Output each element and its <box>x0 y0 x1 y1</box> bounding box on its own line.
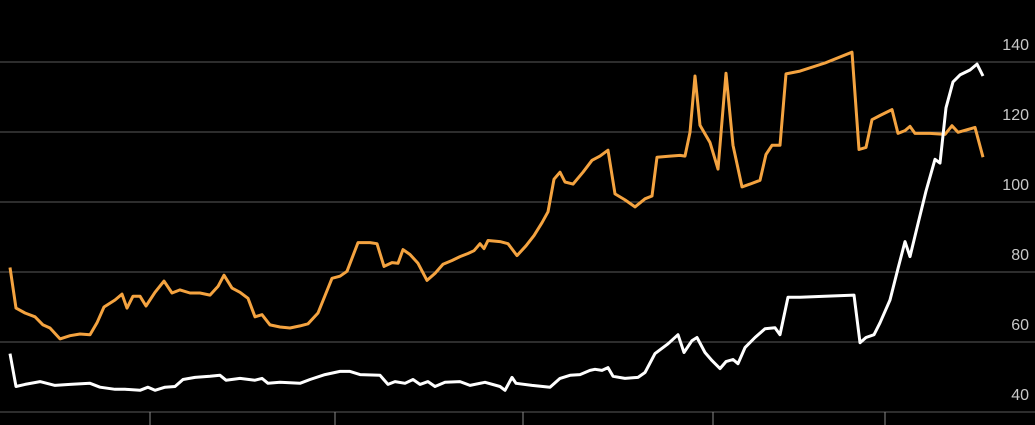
line <box>8 62 985 392</box>
y-tick-label: 120 <box>1002 107 1029 124</box>
y-tick-label: 100 <box>1002 177 1029 194</box>
line <box>8 50 985 341</box>
y-tick-label: 140 <box>1002 37 1029 54</box>
y-tick-label: 40 <box>1011 387 1029 404</box>
y-tick-label: 80 <box>1011 247 1029 264</box>
y-tick-label: 60 <box>1011 317 1029 334</box>
